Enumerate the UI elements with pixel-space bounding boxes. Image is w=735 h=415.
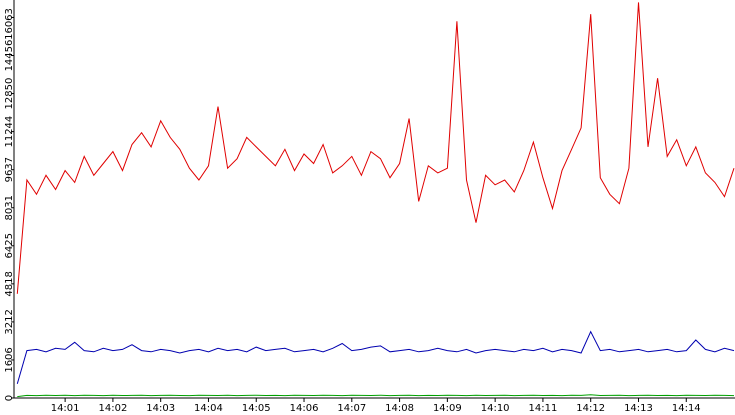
y-tick-label: 3212 xyxy=(4,309,15,334)
series-line xyxy=(17,394,735,398)
x-tick-label: 14:03 xyxy=(146,403,175,414)
x-tick-label: 14:11 xyxy=(529,403,558,414)
x-tick-label: 14:01 xyxy=(51,403,80,414)
series-line xyxy=(16,330,735,384)
y-tick-label: 6425 xyxy=(4,233,15,258)
x-tick-label: 14:06 xyxy=(290,403,319,414)
y-tick-label: 14456 xyxy=(4,40,15,72)
y-tick-label: 12850 xyxy=(4,78,15,110)
y-tick-label: 0 xyxy=(4,395,15,401)
y-tick-label: 1606 xyxy=(4,347,15,372)
x-tick-label: 14:12 xyxy=(576,403,605,414)
x-tick-label: 14:14 xyxy=(672,403,701,414)
y-tick-label: 9637 xyxy=(4,157,15,182)
y-tick-label: 8031 xyxy=(4,195,15,220)
x-tick-label: 14:10 xyxy=(481,403,510,414)
y-tick-label: 4818 xyxy=(4,271,15,296)
x-tick-label: 14:08 xyxy=(385,403,414,414)
x-tick-label: 14:09 xyxy=(433,403,462,414)
x-tick-label: 14:02 xyxy=(98,403,127,414)
y-tick-label: 11244 xyxy=(4,116,15,148)
x-tick-label: 14:05 xyxy=(242,403,271,414)
x-tick-label: 14:04 xyxy=(194,403,223,414)
x-tick-label: 14:07 xyxy=(337,403,366,414)
x-tick-label: 14:13 xyxy=(624,403,653,414)
series-line xyxy=(16,2,735,294)
y-tick-label: 16063 xyxy=(4,8,15,40)
